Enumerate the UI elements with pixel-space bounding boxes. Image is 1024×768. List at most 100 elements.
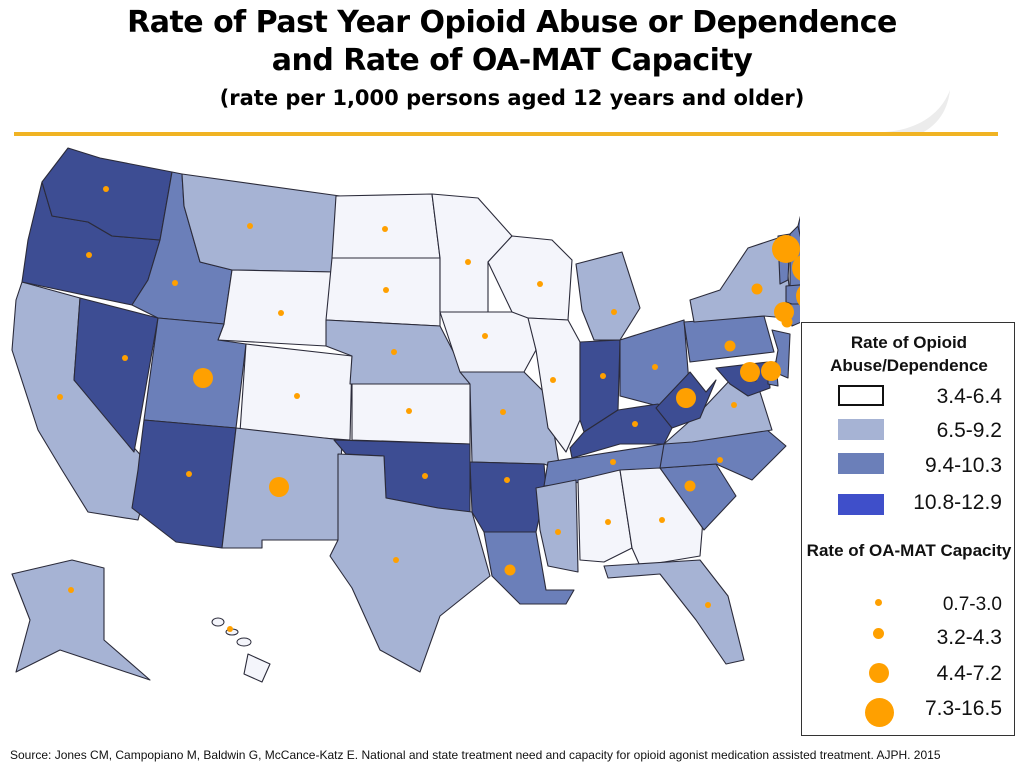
capacity-dot-ga <box>659 517 665 523</box>
state-mn <box>431 193 513 313</box>
state-wy <box>217 269 335 347</box>
state-ar <box>469 461 547 533</box>
state-ks <box>351 383 471 445</box>
decorative-swoosh-icon <box>885 90 950 134</box>
capacity-dot-tn <box>610 459 616 465</box>
capacity-dot-vt <box>772 235 800 263</box>
state-ak <box>11 559 151 681</box>
capacity-dot-wy <box>278 310 284 316</box>
capacity-dot-wa <box>103 186 109 192</box>
capacity-dot-ca <box>57 394 63 400</box>
capacity-dot-ak <box>68 587 74 593</box>
legend-abuse-heading: Rate of Opioid Abuse/Dependence <box>830 333 988 375</box>
capacity-dots-layer <box>57 186 800 632</box>
legend-dot-capacity-2 <box>873 628 884 639</box>
state-nd <box>331 193 441 259</box>
capacity-dot-ok <box>422 473 428 479</box>
state-ms <box>535 479 579 573</box>
legend-label-abuse-1: 3.4-6.4 <box>936 385 1002 408</box>
state-al <box>577 469 633 563</box>
legend-label-abuse-4: 10.8-12.9 <box>913 491 1002 514</box>
capacity-dot-pa <box>724 340 736 352</box>
capacity-dot-sd <box>383 287 389 293</box>
legend: Rate of Opioid Abuse/Dependence 3.4-6.4 … <box>801 322 1015 736</box>
legend-swatch-abuse-3 <box>838 453 884 474</box>
title-line-2: and Rate of OA-MAT Capacity <box>271 43 753 78</box>
legend-label-abuse-3: 9.4-10.3 <box>924 454 1002 477</box>
capacity-dot-ne <box>391 349 397 355</box>
legend-dot-capacity-1 <box>875 599 882 606</box>
state-hi-island-3 <box>236 637 252 647</box>
legend-dot-capacity-4 <box>865 698 894 727</box>
source-citation: Source: Jones CM, Campopiano M, Baldwin … <box>10 748 941 762</box>
capacity-dot-ia <box>482 333 488 339</box>
capacity-dot-de <box>761 361 781 381</box>
states-layer <box>11 147 800 683</box>
capacity-dot-nd <box>382 226 388 232</box>
title-block: Rate of Past Year Opioid Abuse or Depend… <box>0 0 1024 112</box>
capacity-dot-ms <box>555 529 561 535</box>
capacity-dot-ny <box>751 283 763 295</box>
capacity-dot-il <box>550 377 556 383</box>
capacity-dot-ar <box>504 477 510 483</box>
legend-label-abuse-2: 6.5-9.2 <box>936 419 1002 442</box>
legend-label-capacity-1: 0.7-3.0 <box>942 594 1002 615</box>
state-wa <box>41 147 173 241</box>
capacity-dot-nm <box>269 477 289 497</box>
capacity-dot-ut <box>193 368 213 388</box>
state-me <box>797 215 800 237</box>
state-az <box>131 419 237 549</box>
capacity-dot-hi <box>227 626 233 632</box>
legend-label-capacity-3: 4.4-7.2 <box>936 662 1002 685</box>
us-map <box>11 147 800 683</box>
state-mt <box>181 173 341 273</box>
capacity-dot-nh <box>792 255 800 281</box>
title-divider <box>14 132 998 136</box>
capacity-dot-la <box>504 564 516 576</box>
state-hi <box>243 653 271 683</box>
capacity-dot-tx <box>393 557 399 563</box>
capacity-dot-va <box>731 402 737 408</box>
capacity-dot-mt <box>247 223 253 229</box>
legend-capacity-heading: Rate of OA-MAT Capacity <box>806 541 1012 560</box>
capacity-dot-az <box>186 471 192 477</box>
capacity-dot-wv <box>676 388 696 408</box>
capacity-dot-al <box>605 519 611 525</box>
capacity-dot-nv <box>122 355 128 361</box>
legend-label-capacity-2: 3.2-4.3 <box>936 626 1002 649</box>
state-ma <box>785 284 800 307</box>
state-il <box>527 317 581 453</box>
capacity-dot-mi <box>611 309 617 315</box>
legend-swatch-abuse-4 <box>838 494 884 515</box>
capacity-dot-fl <box>705 602 711 608</box>
capacity-dot-nc <box>717 457 723 463</box>
title-line-1: Rate of Past Year Opioid Abuse or Depend… <box>127 5 897 40</box>
state-fl <box>603 559 745 665</box>
legend-label-capacity-4: 7.3-16.5 <box>924 697 1002 720</box>
capacity-dot-nj <box>781 316 793 328</box>
state-hi-island-1 <box>211 617 225 627</box>
legend-dot-capacity-3 <box>869 663 889 683</box>
capacity-dot-ky <box>632 421 638 427</box>
state-ne <box>325 319 471 385</box>
capacity-dot-ks <box>406 408 412 414</box>
legend-swatch-abuse-1 <box>838 385 884 406</box>
capacity-dot-id <box>172 280 178 286</box>
state-nv <box>73 297 159 453</box>
state-mi <box>575 251 641 341</box>
state-wi <box>487 235 573 321</box>
state-pa <box>683 315 775 363</box>
capacity-dot-dc <box>747 370 759 382</box>
capacity-dot-or <box>86 252 92 258</box>
capacity-dot-mn <box>465 259 471 265</box>
state-la <box>483 531 575 605</box>
capacity-dot-ri <box>796 286 800 306</box>
subtitle: (rate per 1,000 persons aged 12 years an… <box>219 86 805 110</box>
capacity-dot-co <box>294 393 300 399</box>
capacity-dot-wi <box>537 281 543 287</box>
capacity-dot-sc <box>684 480 696 492</box>
legend-swatch-abuse-2 <box>838 419 884 440</box>
state-sd <box>325 257 441 327</box>
state-tx <box>329 453 491 673</box>
capacity-dot-oh <box>652 364 658 370</box>
